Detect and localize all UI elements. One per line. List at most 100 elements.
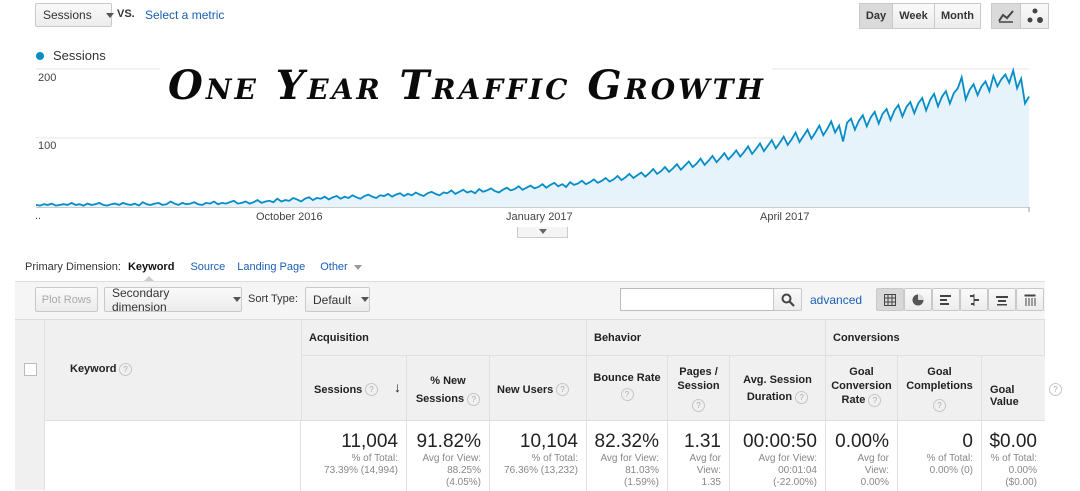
sessions-label: Sessions (415, 393, 465, 405)
help-icon[interactable]: ? (467, 392, 481, 406)
conversions-group-header: Conversions (826, 320, 1045, 356)
table-view-button[interactable] (876, 288, 904, 311)
metric-select[interactable]: Sessions (35, 3, 114, 27)
granularity-week-label: Week (899, 10, 928, 22)
performance-view-button[interactable] (932, 288, 960, 311)
totals-new-sessions-value: 91.82% (416, 431, 481, 452)
sort-arrow-down-icon[interactable]: ↓ (394, 379, 401, 395)
acquisition-group-header: Acquisition (301, 320, 587, 356)
banner-title: One Year Traffic Growth (160, 62, 772, 114)
totals-goal-value-sub: % of Total: (990, 453, 1037, 464)
totals-new-users-sub: 76.36% (13,232) (504, 465, 578, 476)
goal-label: Goal (927, 366, 952, 378)
select-all-checkbox[interactable] (24, 363, 37, 376)
totals-bounce-rate-sub: (1.59%) (623, 477, 659, 488)
checkbox-column (15, 320, 45, 490)
sort-type-select[interactable]: Default (305, 287, 370, 312)
chevron-down-icon (361, 297, 370, 302)
motion-chart-view-button[interactable] (1020, 3, 1049, 29)
dimension-other-link[interactable]: Other (320, 261, 362, 273)
col-avg-session-duration[interactable]: Avg. Session Duration ? (730, 356, 826, 420)
granularity-day-button[interactable]: Day (859, 3, 893, 29)
comparison-view-button[interactable] (960, 288, 988, 311)
advanced-link[interactable]: advanced (810, 293, 863, 307)
col-new-sessions[interactable]: % New Sessions ? (407, 356, 490, 420)
help-icon[interactable]: ? (692, 399, 705, 412)
totals-sessions-sub: 73.39% (14,994) (324, 465, 398, 476)
totals-pages-session-value: 1.31 (684, 431, 721, 452)
col-goal-completions[interactable]: Goal Completions ? (898, 356, 982, 420)
data-table: Keyword ? Acquisition Behavior Conversio… (15, 319, 1062, 491)
help-icon[interactable]: ? (933, 399, 946, 412)
pivot-view-button[interactable] (1016, 288, 1044, 311)
col-pages-session[interactable]: Pages / Session ? (668, 356, 730, 420)
totals-goal-conversion-rate-cell: 0.00% Avg for View: 0.00% (826, 421, 898, 491)
comparison-icon (970, 293, 979, 306)
x-start-label: .. (35, 210, 42, 222)
totals-goal-completions-value: 0 (962, 431, 973, 452)
secondary-dimension-select[interactable]: Secondary dimension (104, 285, 242, 314)
legend-dot-icon (36, 51, 44, 60)
pie-chart-icon (912, 294, 924, 305)
help-icon[interactable]: ? (556, 383, 569, 396)
chart-collapse-handle[interactable] (517, 227, 568, 238)
search-button[interactable] (773, 288, 802, 311)
totals-pages-session-sub: 1.35 (701, 477, 721, 488)
keyword-column-header[interactable]: Keyword ? (44, 320, 302, 420)
help-icon[interactable]: ? (868, 393, 882, 407)
conversion-label: Conversion (831, 380, 892, 392)
x-tick-apr-2017: April 2017 (760, 211, 810, 223)
col-bounce-rate-label: Bounce Rate (593, 372, 661, 384)
chart-legend: Sessions (36, 48, 106, 63)
totals-new-users-sub: % of Total: (531, 453, 578, 464)
dimension-keyword[interactable]: Keyword (127, 261, 175, 273)
col-goal-conversion-rate[interactable]: Goal Conversion Rate ? (826, 356, 898, 420)
granularity-month-button[interactable]: Month (934, 3, 981, 29)
sessions-area-fill (36, 70, 1029, 208)
completions-label: Completions (906, 380, 973, 392)
help-icon[interactable]: ? (795, 390, 809, 404)
pivot-icon (1024, 294, 1036, 306)
granularity-week-button[interactable]: Week (892, 3, 935, 29)
help-icon[interactable]: ? (365, 383, 378, 396)
view-switcher (876, 288, 1044, 311)
chevron-down-icon (105, 12, 114, 18)
behavior-label: Behavior (594, 332, 642, 344)
pct-label: % New (430, 375, 466, 387)
col-sessions-label: Sessions (314, 384, 363, 396)
chevron-down-icon (353, 265, 362, 270)
help-icon[interactable]: ? (1049, 383, 1062, 396)
behavior-group-header: Behavior (587, 320, 826, 356)
col-bounce-rate[interactable]: Bounce Rate ? (587, 356, 668, 420)
col-new-users[interactable]: New Users ? (490, 356, 587, 420)
conversions-label: Conversions (833, 332, 900, 344)
bar-chart-icon (940, 294, 951, 305)
select-metric-link[interactable]: Select a metric (145, 8, 225, 22)
totals-keyword-cell (44, 421, 301, 491)
line-chart-view-button[interactable] (991, 3, 1021, 29)
plot-rows-button[interactable]: Plot Rows (35, 287, 98, 312)
session-label: Session (677, 380, 720, 392)
totals-new-sessions-sub: 88.25% (447, 465, 481, 476)
totals-row: 11,004% of Total: 73.39% (14,994) 91.82% Av… (44, 420, 1045, 491)
table-search-input[interactable] (620, 288, 774, 311)
pie-view-button[interactable] (904, 288, 932, 311)
totals-goal-value-cell: $0.00% of Total: 0.00% ($0.00) (982, 421, 1045, 491)
y-tick-100: 100 (38, 140, 57, 152)
totals-goal-completions-sub: 0.00% (0) (929, 465, 973, 476)
primary-dimension-label: Primary Dimension: (25, 261, 121, 273)
totals-bounce-rate-sub: 81.03% (625, 465, 659, 476)
rate-label: Rate (841, 394, 866, 406)
totals-pages-session-cell: 1.31 Avg for View: 1.35 (668, 421, 730, 491)
totals-new-sessions-sub: Avg for View: (422, 453, 481, 464)
x-tick-oct-2016: October 2016 (256, 211, 323, 223)
help-icon[interactable]: ? (620, 388, 634, 401)
chevron-down-icon (233, 297, 241, 302)
col-sessions[interactable]: Sessions ? ↓ (301, 356, 407, 420)
secondary-dimension-label: Secondary dimension (112, 285, 170, 314)
help-icon[interactable]: ? (119, 363, 132, 376)
col-goal-value[interactable]: Goal Value ? (982, 356, 1062, 420)
dimension-source-link[interactable]: Source (190, 261, 226, 273)
term-cloud-view-button[interactable] (988, 288, 1016, 311)
dimension-landing-page-link[interactable]: Landing Page (237, 261, 306, 273)
